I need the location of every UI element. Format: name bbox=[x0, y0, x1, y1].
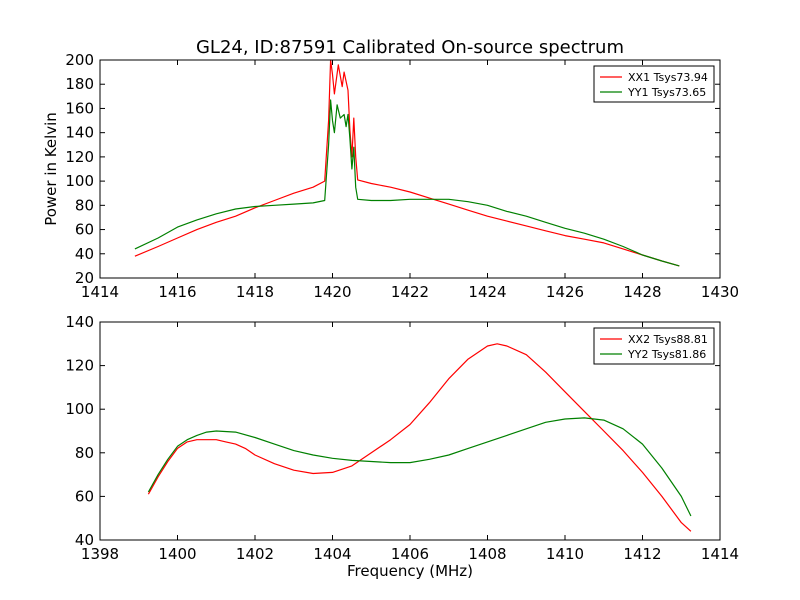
legend-entry: XX1 Tsys73.94 bbox=[628, 71, 708, 84]
legend-box bbox=[593, 327, 715, 365]
y-tick-label: 200 bbox=[65, 51, 94, 69]
x-tick-label: 1402 bbox=[236, 545, 274, 563]
bottom-spectrum-panel: 1398 1400 1402 1404 1406 1408 1410 1412 1414 40 60… bbox=[65, 313, 739, 580]
y-tick-label: 40 bbox=[75, 245, 94, 263]
x-tick-label: 1424 bbox=[468, 283, 506, 301]
y-tick-label: 140 bbox=[65, 124, 94, 142]
y-tick-label: 120 bbox=[65, 148, 94, 166]
y-tick-label: 60 bbox=[75, 221, 94, 239]
legend: XX2 Tsys88.81 YY2 Tsys81.86 bbox=[593, 327, 715, 365]
y-tick-label: 120 bbox=[65, 357, 94, 375]
y-tick-label: 80 bbox=[75, 444, 94, 462]
legend-entry: YY2 Tsys81.86 bbox=[627, 348, 706, 361]
y-tick-label: 60 bbox=[75, 487, 94, 505]
x-tick-label: 1426 bbox=[546, 283, 584, 301]
y-tick-label: 100 bbox=[65, 400, 94, 418]
series-line-yy2 bbox=[147, 417, 692, 517]
legend-entry: XX2 Tsys88.81 bbox=[628, 333, 708, 346]
x-tick-label: 1410 bbox=[546, 545, 584, 563]
y-tick-label: 160 bbox=[65, 99, 94, 117]
y-tick-label: 40 bbox=[75, 531, 94, 549]
chart-title: GL24, ID:87591 Calibrated On-source spec… bbox=[196, 37, 624, 58]
y-tick-label: 100 bbox=[65, 172, 94, 190]
top-spectrum-panel: GL24, ID:87591 Calibrated On-source spec… bbox=[42, 37, 739, 301]
x-axis-label: Frequency (MHz) bbox=[347, 562, 473, 580]
x-tick-label: 1420 bbox=[313, 283, 351, 301]
x-tick-label: 1430 bbox=[701, 283, 739, 301]
series-line-yy1 bbox=[134, 99, 680, 267]
x-tick-label: 1404 bbox=[313, 545, 351, 563]
series-line-xx2 bbox=[147, 343, 692, 532]
x-tick-label: 1406 bbox=[391, 545, 429, 563]
y-tick-label: 180 bbox=[65, 75, 94, 93]
x-tick-label: 1428 bbox=[623, 283, 661, 301]
legend: XX1 Tsys73.94 YY1 Tsys73.65 bbox=[593, 65, 715, 103]
y-tick-label: 80 bbox=[75, 196, 94, 214]
x-tick-label: 1400 bbox=[158, 545, 196, 563]
x-tick-label: 1412 bbox=[623, 545, 661, 563]
x-tick-label: 1416 bbox=[158, 283, 196, 301]
series-line-xx1 bbox=[134, 59, 680, 267]
y-axis-label: Power in Kelvin bbox=[42, 112, 60, 226]
x-tick-label: 1408 bbox=[468, 545, 506, 563]
y-tick-label: 20 bbox=[75, 269, 94, 287]
legend-box bbox=[593, 65, 715, 103]
x-tick-label: 1418 bbox=[236, 283, 274, 301]
legend-entry: YY1 Tsys73.65 bbox=[627, 86, 706, 99]
x-tick-label: 1398 bbox=[81, 545, 119, 563]
x-tick-label: 1422 bbox=[391, 283, 429, 301]
x-tick-label: 1414 bbox=[81, 283, 119, 301]
y-tick-label: 140 bbox=[65, 313, 94, 331]
x-tick-label: 1414 bbox=[701, 545, 739, 563]
